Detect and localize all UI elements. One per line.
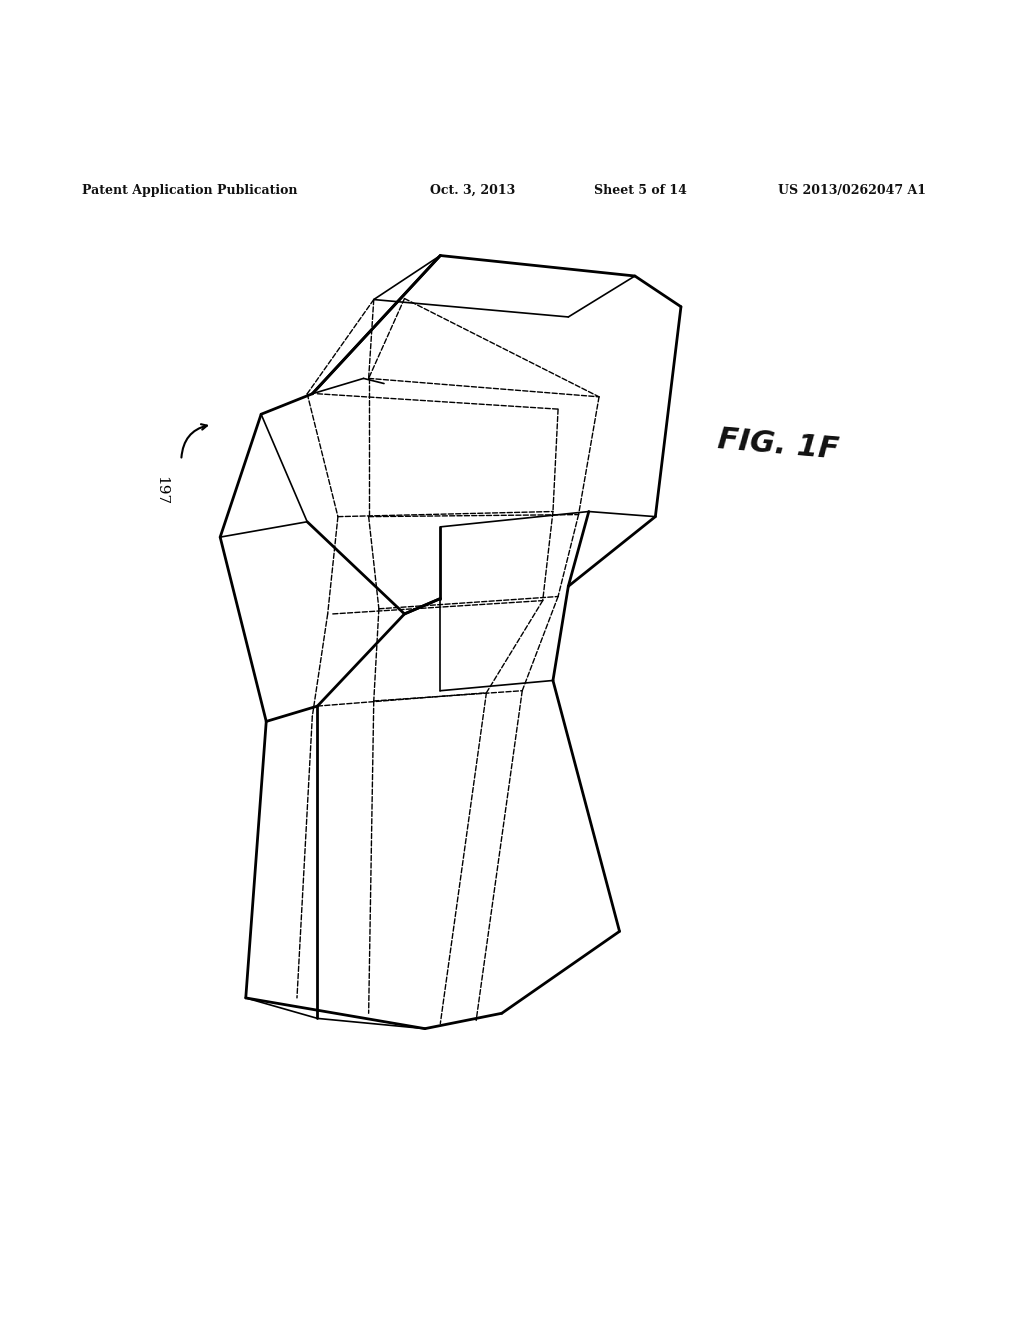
Text: US 2013/0262047 A1: US 2013/0262047 A1	[778, 183, 927, 197]
Text: FIG. 1F: FIG. 1F	[717, 425, 841, 465]
Text: 197: 197	[154, 475, 168, 504]
Text: Oct. 3, 2013: Oct. 3, 2013	[430, 183, 515, 197]
Text: Patent Application Publication: Patent Application Publication	[82, 183, 297, 197]
Text: Sheet 5 of 14: Sheet 5 of 14	[594, 183, 687, 197]
